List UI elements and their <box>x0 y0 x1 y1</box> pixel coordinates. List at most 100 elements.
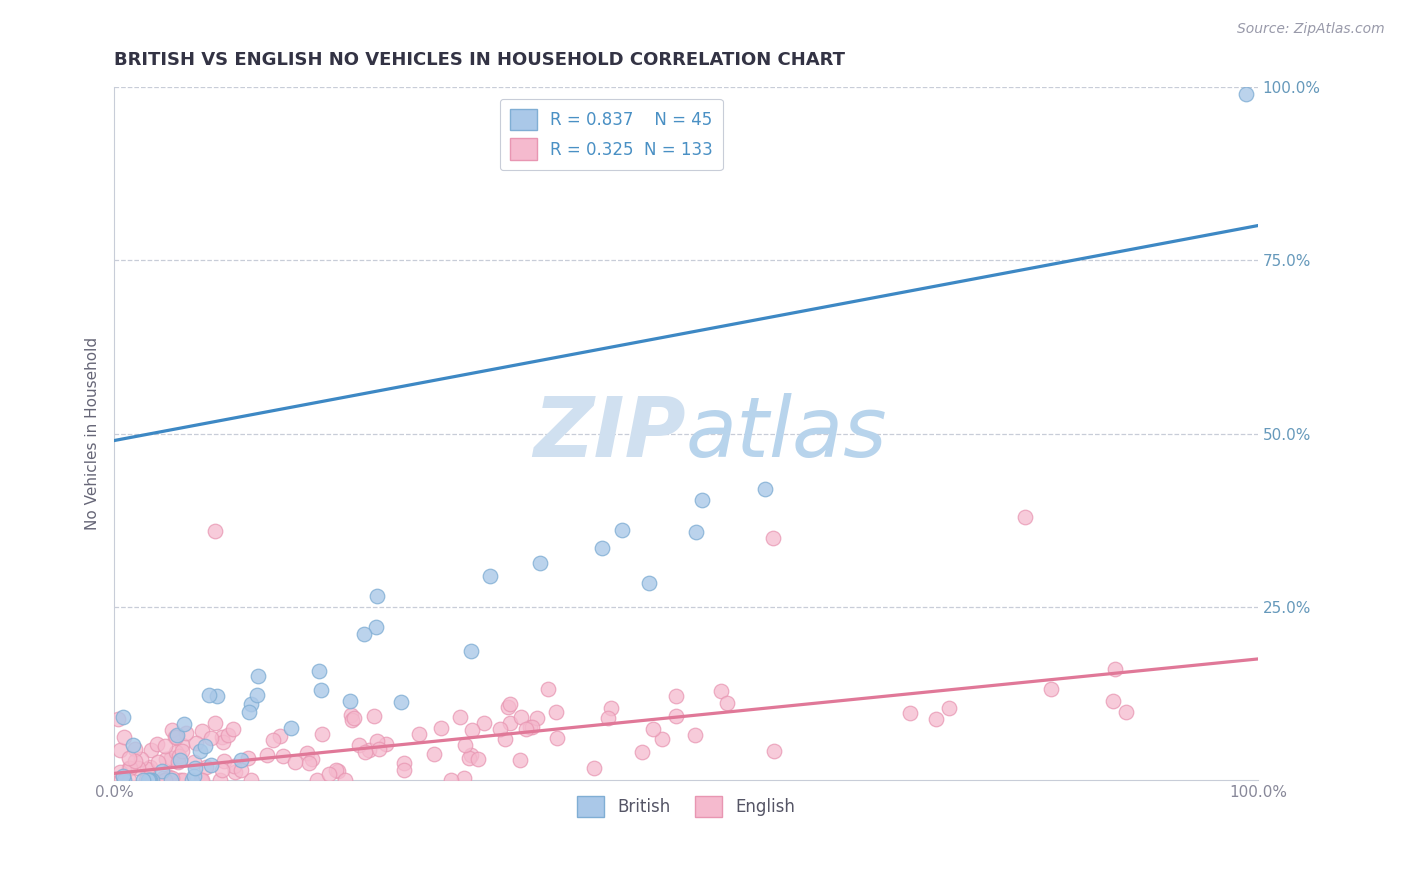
Y-axis label: No Vehicles in Household: No Vehicles in Household <box>86 337 100 530</box>
Point <box>716 696 738 710</box>
Point <box>499 715 522 730</box>
Point <box>311 727 333 741</box>
Point <box>205 689 228 703</box>
Point <box>271 748 294 763</box>
Point <box>136 773 159 788</box>
Point <box>122 739 145 753</box>
Point <box>194 739 217 753</box>
Point <box>112 710 135 724</box>
Point <box>596 711 619 725</box>
Point <box>467 752 489 766</box>
Point <box>107 712 129 726</box>
Point <box>195 760 218 774</box>
Point <box>269 730 291 744</box>
Point <box>222 722 245 736</box>
Point <box>159 751 181 765</box>
Point <box>1104 662 1126 676</box>
Point <box>139 760 162 774</box>
Point <box>172 773 194 788</box>
Point <box>1039 681 1062 696</box>
Point <box>898 706 921 721</box>
Point <box>138 773 160 788</box>
Point <box>546 731 568 745</box>
Point <box>181 773 204 788</box>
Point <box>353 627 375 641</box>
Point <box>709 684 731 698</box>
Point <box>515 722 537 736</box>
Point <box>167 748 190 763</box>
Point <box>169 753 191 767</box>
Point <box>110 764 132 779</box>
Point <box>262 732 284 747</box>
Point <box>763 744 786 758</box>
Point <box>118 760 141 774</box>
Point <box>389 695 412 709</box>
Point <box>392 763 415 777</box>
Point <box>754 482 776 496</box>
Point <box>198 688 221 702</box>
Point <box>200 757 222 772</box>
Point <box>318 766 340 780</box>
Point <box>111 769 134 783</box>
Point <box>472 716 495 731</box>
Point <box>238 706 260 720</box>
Point <box>496 699 519 714</box>
Point <box>256 747 278 762</box>
Legend: British, English: British, English <box>571 789 801 824</box>
Point <box>762 531 785 545</box>
Point <box>167 755 190 769</box>
Point <box>357 743 380 757</box>
Point <box>174 726 197 740</box>
Point <box>1101 694 1123 708</box>
Point <box>246 688 269 702</box>
Point <box>489 722 512 736</box>
Point <box>172 738 194 752</box>
Point <box>110 773 132 788</box>
Point <box>191 724 214 739</box>
Point <box>211 735 233 749</box>
Point <box>157 770 180 784</box>
Point <box>238 751 260 765</box>
Point <box>536 681 558 696</box>
Point <box>127 761 149 775</box>
Point <box>211 763 233 777</box>
Point <box>612 523 634 537</box>
Point <box>217 728 239 742</box>
Point <box>146 737 169 751</box>
Point <box>165 745 187 759</box>
Point <box>1115 706 1137 720</box>
Point <box>160 723 183 737</box>
Point <box>1014 509 1036 524</box>
Text: Source: ZipAtlas.com: Source: ZipAtlas.com <box>1237 22 1385 37</box>
Point <box>124 742 146 756</box>
Point <box>188 744 211 758</box>
Point <box>309 682 332 697</box>
Point <box>408 727 430 741</box>
Point <box>150 764 173 779</box>
Point <box>152 771 174 785</box>
Point <box>155 752 177 766</box>
Point <box>183 755 205 769</box>
Point <box>155 739 177 753</box>
Point <box>191 773 214 788</box>
Point <box>925 712 948 726</box>
Point <box>160 771 183 785</box>
Point <box>439 773 461 788</box>
Point <box>231 763 253 777</box>
Point <box>129 752 152 766</box>
Text: atlas: atlas <box>686 393 887 475</box>
Point <box>641 722 664 736</box>
Point <box>308 664 330 678</box>
Point <box>108 743 131 757</box>
Text: BRITISH VS ENGLISH NO VEHICLES IN HOUSEHOLD CORRELATION CHART: BRITISH VS ENGLISH NO VEHICLES IN HOUSEH… <box>114 51 845 69</box>
Point <box>240 773 263 788</box>
Point <box>349 738 371 752</box>
Point <box>394 756 416 771</box>
Point <box>333 773 356 788</box>
Point <box>204 716 226 731</box>
Point <box>280 721 302 735</box>
Point <box>339 694 361 708</box>
Point <box>239 697 262 711</box>
Point <box>169 773 191 788</box>
Point <box>354 745 377 759</box>
